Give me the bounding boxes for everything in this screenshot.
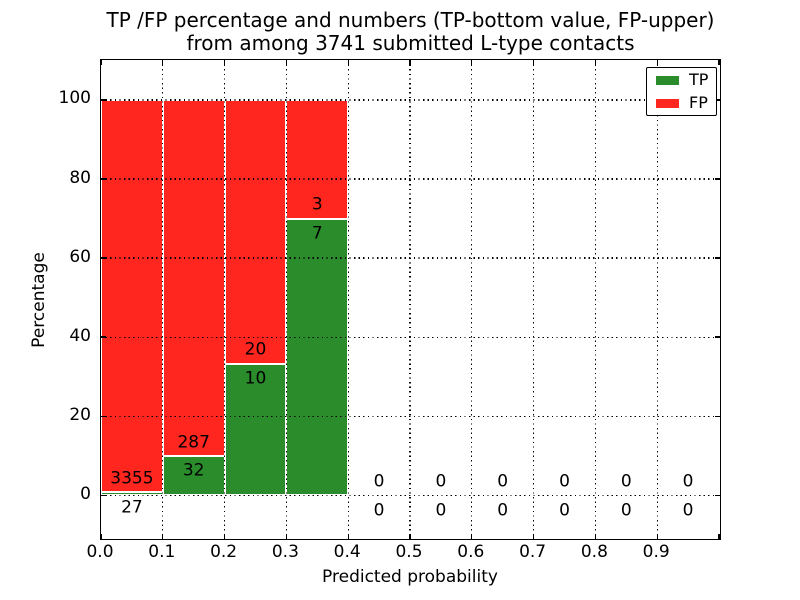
- x-axis-label: Predicted probability: [322, 567, 498, 587]
- tick-mark-top-0.0: [100, 60, 102, 65]
- tick-mark-top-0.3: [285, 60, 288, 65]
- chart-title: TP /FP percentage and numbers (TP-bottom…: [100, 9, 721, 55]
- tp-count-label-0.3-0.4: 7: [311, 223, 323, 244]
- y-tick-label-0: 0: [80, 483, 91, 504]
- tp-count-label-0.1-0.2: 32: [182, 460, 205, 481]
- tick-mark-right-60: [715, 257, 720, 259]
- x-tick-label-0.2: 0.2: [210, 542, 238, 562]
- tick-mark-bottom-0.4: [347, 534, 349, 539]
- tick-mark-top-0.1: [162, 60, 164, 65]
- fp-legend-swatch: [656, 98, 679, 108]
- tick-mark-top-1.0: [718, 60, 720, 65]
- tp-count-label-0.2-0.3: 10: [244, 368, 267, 389]
- x-tick-label-0.7: 0.7: [519, 542, 547, 562]
- x-tick-label-0.6: 0.6: [457, 542, 485, 562]
- tick-mark-left-40: [101, 336, 106, 338]
- tick-mark-top-0.6: [471, 60, 473, 65]
- bar-tp-0.3-0.4: [286, 218, 349, 496]
- fp-count-label-0.8-0.9: 0: [620, 471, 632, 492]
- legend-entry-tp: TP: [656, 70, 709, 89]
- x-tick-label-0.4: 0.4: [333, 542, 361, 562]
- tp-legend-swatch: [656, 75, 679, 85]
- tp-count-label-0.5-0.6: 0: [435, 500, 447, 521]
- tick-mark-bottom-1.0: [718, 534, 720, 539]
- tick-mark-top-0.2: [223, 60, 226, 65]
- tp-count-label-0.7-0.8: 0: [559, 500, 570, 521]
- gridline-x-0.6: [471, 60, 473, 539]
- x-tick-label-0.9: 0.9: [642, 542, 670, 562]
- gridline-x-0.8: [594, 60, 597, 539]
- tick-mark-right-80: [715, 178, 720, 180]
- gridline-x-0.7: [532, 60, 535, 539]
- legend: TP FP: [646, 67, 717, 116]
- tp-count-label-0.9-1.0: 0: [682, 500, 694, 521]
- gridline-x-0.2: [223, 60, 226, 539]
- tp-legend-label: TP: [689, 70, 709, 89]
- gridline-x-0.5: [409, 60, 411, 539]
- tick-mark-left-0: [101, 494, 106, 496]
- y-tick-label-40: 40: [69, 325, 91, 346]
- gridline-x-0.9: [656, 60, 658, 539]
- tick-mark-top-0.9: [656, 60, 658, 65]
- tp-count-label-0.8-0.9: 0: [620, 500, 632, 521]
- bar-fp-0.1-0.2: [162, 99, 225, 456]
- tick-mark-left-20: [101, 415, 106, 417]
- tick-mark-bottom-0.7: [532, 534, 535, 539]
- tick-mark-bottom-0.0: [100, 534, 102, 539]
- fp-count-label-0.3-0.4: 3: [311, 194, 323, 215]
- tick-mark-right-40: [715, 336, 720, 338]
- tick-mark-top-0.8: [594, 60, 597, 65]
- tp-count-label-0.4-0.5: 0: [373, 500, 385, 521]
- x-tick-label-0.5: 0.5: [395, 542, 423, 562]
- tick-mark-bottom-0.8: [594, 534, 597, 539]
- tick-mark-left-100: [101, 99, 106, 101]
- tick-mark-top-0.4: [347, 60, 349, 65]
- plot-area: TP FP 3355 27 287 32 20 10 3 7 0 0 0 0 0 0 0 0 0 0 0 0: [100, 59, 721, 540]
- gridline-x-0.4: [347, 60, 349, 539]
- tick-mark-bottom-0.3: [285, 534, 288, 539]
- fp-legend-label: FP: [689, 93, 708, 112]
- chart-title-line2: from among 3741 submitted L-type contact…: [186, 31, 635, 55]
- gridline-x-0.1: [162, 60, 164, 539]
- tick-mark-right-20: [715, 415, 720, 417]
- tick-mark-bottom-0.9: [656, 534, 658, 539]
- fp-count-label-0.1-0.2: 287: [177, 432, 210, 453]
- tick-mark-top-0.5: [409, 60, 411, 65]
- fp-count-label-0.0-0.1: 3355: [110, 468, 154, 489]
- tick-mark-top-0.7: [532, 60, 535, 65]
- x-tick-label-0.1: 0.1: [148, 542, 176, 562]
- gridline-x-0.3: [285, 60, 288, 539]
- fp-count-label-0.7-0.8: 0: [559, 471, 570, 492]
- tick-mark-left-80: [101, 178, 106, 180]
- y-tick-label-100: 100: [58, 88, 91, 109]
- tp-count-label-0.6-0.7: 0: [497, 500, 509, 521]
- x-tick-label-0.3: 0.3: [271, 542, 299, 562]
- tick-mark-left-60: [101, 257, 106, 259]
- chart-title-line1: TP /FP percentage and numbers (TP-bottom…: [106, 8, 715, 32]
- bar-fp-0.0-0.1: [101, 99, 163, 493]
- fp-count-label-0.4-0.5: 0: [373, 471, 385, 492]
- tick-mark-bottom-0.1: [162, 534, 164, 539]
- fp-count-label-0.5-0.6: 0: [435, 471, 447, 492]
- fp-count-label-0.9-1.0: 0: [682, 471, 694, 492]
- x-tick-label-0.0: 0.0: [86, 542, 114, 562]
- tick-mark-bottom-0.6: [471, 534, 473, 539]
- tick-mark-bottom-0.5: [409, 534, 411, 539]
- legend-entry-fp: FP: [656, 93, 708, 112]
- y-tick-label-60: 60: [69, 246, 91, 267]
- bar-fp-0.2-0.3: [224, 99, 287, 364]
- x-tick-label-0.8: 0.8: [580, 542, 608, 562]
- fp-count-label-0.2-0.3: 20: [244, 339, 267, 360]
- tick-mark-right-0: [715, 494, 720, 496]
- tick-mark-right-100: [715, 99, 720, 101]
- y-tick-label-20: 20: [69, 404, 91, 425]
- tp-count-label-0.0-0.1: 27: [121, 497, 143, 518]
- fp-count-label-0.6-0.7: 0: [497, 471, 509, 492]
- tick-mark-bottom-0.2: [223, 534, 226, 539]
- y-tick-label-80: 80: [69, 167, 91, 188]
